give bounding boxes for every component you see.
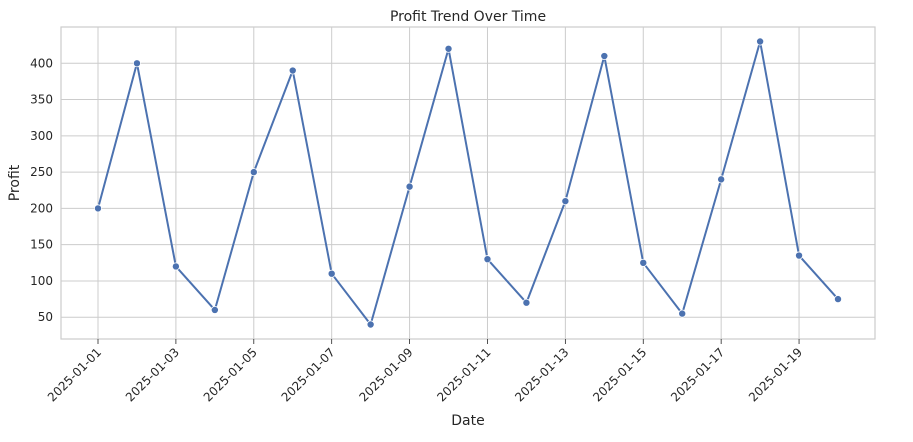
y-tick-label: 250 [30, 165, 53, 179]
y-tick-label: 400 [30, 56, 53, 70]
x-tick-label: 2025-01-09 [356, 345, 415, 404]
x-tick-label: 2025-01-05 [201, 345, 260, 404]
data-point [756, 37, 765, 46]
data-point [795, 251, 804, 260]
y-tick-label: 300 [30, 129, 53, 143]
series-line [97, 40, 839, 326]
data-point [132, 59, 141, 68]
y-tick-label: 150 [30, 238, 53, 252]
y-axis-label: Profit [7, 164, 23, 201]
data-point [288, 66, 297, 75]
x-tick-label: 2025-01-17 [668, 345, 727, 404]
x-tick-label: 2025-01-01 [45, 345, 104, 404]
data-point [366, 320, 375, 329]
data-point [249, 168, 258, 177]
series-layer [94, 37, 843, 329]
x-tick-label: 2025-01-11 [434, 345, 493, 404]
data-point [522, 298, 531, 307]
data-point [834, 295, 843, 304]
data-point [327, 269, 336, 278]
data-point [94, 204, 103, 213]
y-tick-label: 100 [30, 274, 53, 288]
x-tick-label: 2025-01-19 [746, 345, 805, 404]
data-point [405, 182, 414, 191]
data-point [678, 309, 687, 318]
plot-frame [60, 26, 876, 340]
x-axis: 2025-01-01 2025-01-03 2025-01-05 2025-01-07… [45, 339, 805, 404]
x-tick-label: 2025-01-15 [590, 345, 649, 404]
data-point [444, 44, 453, 53]
data-point [639, 258, 648, 267]
x-tick-label: 2025-01-07 [279, 345, 338, 404]
data-point [561, 197, 570, 206]
chart-title: Profit Trend Over Time [390, 9, 546, 25]
x-tick-label: 2025-01-13 [512, 345, 571, 404]
y-tick-label: 200 [30, 201, 53, 215]
x-tick-label: 2025-01-03 [123, 345, 182, 404]
data-point [483, 255, 492, 264]
y-tick-label: 350 [30, 93, 53, 107]
data-point [717, 175, 726, 184]
data-point [210, 305, 219, 314]
y-axis: 50 100 150 200 250 300 350 400 [30, 56, 53, 324]
data-point [171, 262, 180, 271]
grid-layer [61, 27, 875, 339]
y-tick-label: 50 [38, 310, 53, 324]
x-axis-label: Date [451, 413, 484, 429]
data-point [600, 52, 609, 61]
